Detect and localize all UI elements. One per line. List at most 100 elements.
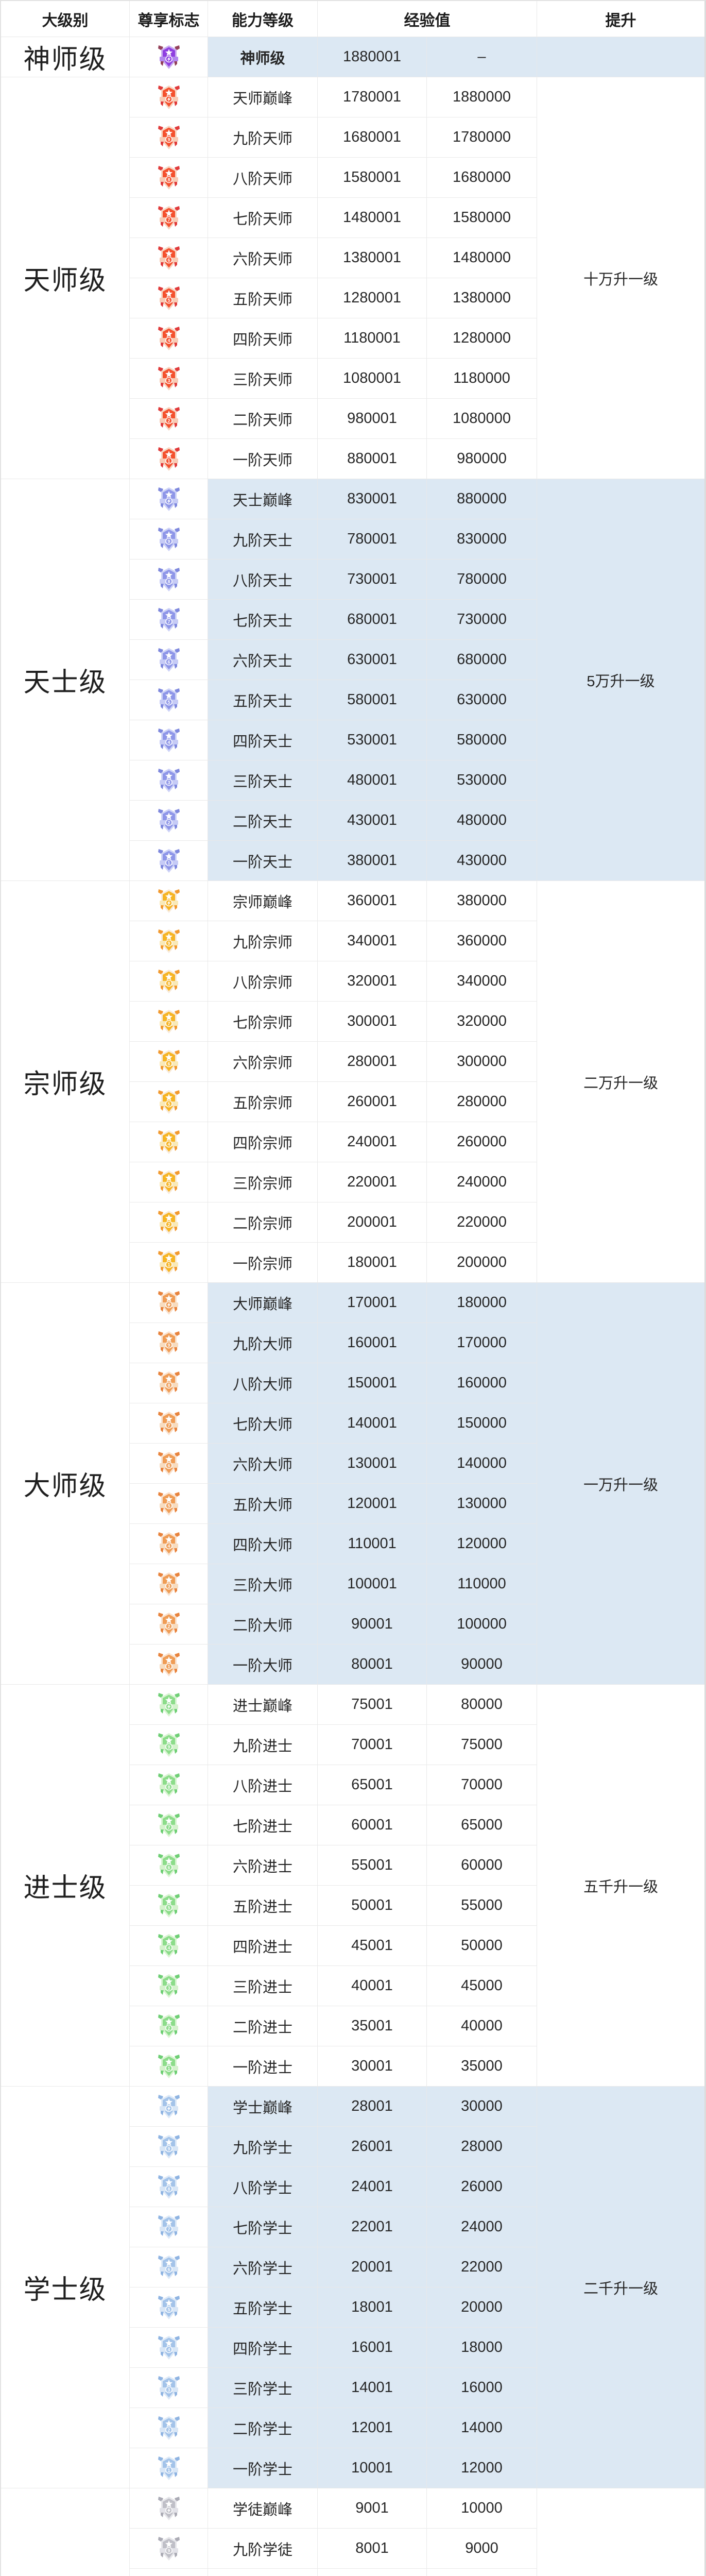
exp-min-cell: 730001 (318, 560, 427, 600)
rank-name: 一阶天师 (232, 452, 292, 469)
badge-ribbon-tail-left (160, 1628, 164, 1633)
badge-ribbon-tail-right (174, 703, 177, 709)
badge-emblem (165, 658, 173, 665)
rank-row: 6 六阶天士 630001 680000 (130, 640, 537, 680)
rank-row: 4 四阶宗师 240001 260000 (130, 1122, 537, 1162)
badge-ribbon-tail-right (174, 422, 177, 428)
badge-digit-glyph: 3 (167, 378, 170, 383)
exp-min: 75001 (351, 1696, 393, 1713)
badge-ribbon-tail-left (160, 1989, 164, 1995)
exp-max-cell: 200000 (427, 1243, 537, 1283)
badge-bolt-glyph (167, 900, 170, 906)
exp-min: 380001 (347, 852, 397, 869)
badge-emblem (165, 618, 173, 625)
badge-digit-glyph: 4 (167, 1544, 170, 1549)
rank-name: 二阶进士 (232, 2019, 292, 2036)
exp-max: 130000 (457, 1495, 507, 1512)
badge-ribbon-tail-left (160, 1467, 164, 1472)
level-name: 学士级 (23, 2276, 107, 2305)
badge-cell: 4 (130, 2328, 208, 2368)
badge-ribbon-tail-right (174, 583, 177, 588)
rank-row: 1 一阶大师 80001 90000 (130, 1645, 537, 1685)
exp-max: 1180000 (453, 370, 510, 386)
badge-star (165, 933, 173, 940)
promotion-label: 二万升一级 (583, 1075, 658, 1092)
badge-star (165, 1093, 173, 1101)
exp-min-cell: 60001 (318, 1805, 427, 1845)
badge-ribbon-tail-right (174, 1748, 177, 1754)
badge-ribbon-tail-left (160, 2070, 164, 2075)
rank-name-cell: 一阶天师 (208, 439, 318, 479)
rank-row: 8 八阶宗师 320001 340000 (130, 961, 537, 1002)
exp-min: 50001 (351, 1897, 393, 1913)
badge-star (165, 571, 173, 579)
rank-name: 五阶天师 (232, 291, 292, 308)
rank-row: 6 六阶宗师 280001 300000 (130, 1042, 537, 1082)
exp-min: 65001 (351, 1776, 393, 1793)
exp-max: 1280000 (453, 330, 511, 346)
exp-max-cell: 220000 (427, 1202, 537, 1243)
exp-max-cell: 30000 (427, 2087, 537, 2127)
badge-emblem (165, 1100, 173, 1107)
exp-max-cell: 980000 (427, 439, 537, 479)
badge-digit-glyph: 5 (167, 298, 170, 303)
exp-min-cell: 780001 (318, 519, 427, 560)
exp-max: 1080000 (453, 410, 511, 427)
badge-ribbon-tail-right (174, 1145, 177, 1151)
badge-cell: 2 (130, 2006, 208, 2046)
exp-min-cell: 120001 (318, 1484, 427, 1524)
rank-row: 5 五阶天士 580001 630000 (130, 680, 537, 720)
exp-min-cell: 1480001 (318, 198, 427, 238)
exp-max-cell: 160000 (427, 1363, 537, 1403)
rank-row: 7 七阶大师 140001 150000 (130, 1403, 537, 1444)
rank-badge-icon: 2 (158, 406, 180, 431)
rank-name-cell: 学士巅峰 (208, 2087, 318, 2127)
badge-digit-glyph: 4 (167, 338, 170, 343)
rank-row: 9 九阶学徒 8001 9000 (130, 2529, 537, 2569)
exp-max: 160000 (457, 1375, 507, 1391)
rank-name-cell: 四阶宗师 (208, 1122, 318, 1162)
badge-star (165, 531, 173, 538)
badge-digit-glyph: 3 (167, 1986, 170, 1991)
rank-badge-icon (158, 2496, 180, 2520)
badge-star (165, 48, 173, 56)
rank-row: 2 二阶天士 430001 480000 (130, 801, 537, 841)
exp-min: 1080001 (343, 370, 401, 386)
exp-max: 300000 (457, 1053, 507, 1070)
badge-star (165, 651, 173, 659)
rank-name-cell: 八阶宗师 (208, 961, 318, 1002)
rank-badge-icon: 9 (158, 1733, 180, 1757)
exp-min-cell: 530001 (318, 720, 427, 760)
badge-star (165, 1937, 173, 1945)
exp-min-cell: 7001 (318, 2569, 427, 2576)
badge-ribbon-tail-right (174, 1909, 177, 1914)
badge-digit-glyph: 9 (167, 1744, 170, 1750)
badge-cell: 7 (130, 2207, 208, 2247)
rank-row: 3 三阶天士 480001 530000 (130, 760, 537, 801)
badge-ribbon-tail-left (160, 1547, 164, 1553)
exp-min: 320001 (347, 973, 397, 989)
exp-min-cell: 18001 (318, 2287, 427, 2328)
exp-max-cell: 35000 (427, 2046, 537, 2087)
exp-min-cell: 130001 (318, 1444, 427, 1484)
badge-cell: 6 (130, 238, 208, 278)
badge-star (165, 892, 173, 900)
badge-ribbon-tail-right (174, 2552, 177, 2557)
badge-star (165, 1977, 173, 1985)
badge-cell: 4 (130, 318, 208, 359)
exp-min: 140001 (347, 1415, 397, 1431)
rank-row: 7 七阶天士 680001 730000 (130, 600, 537, 640)
badge-ribbon-tail-left (160, 2351, 164, 2357)
badge-ribbon-tail-right (174, 1025, 177, 1030)
rank-row: 天师巅峰 1780001 1880000 (130, 77, 537, 117)
badge-emblem (165, 698, 173, 705)
badge-ribbon-tail-right (174, 502, 177, 508)
badge-ribbon-tail-left (160, 703, 164, 709)
rank-badge-icon: 7 (158, 1411, 180, 1435)
rank-name-cell: 宗师巅峰 (208, 881, 318, 921)
rank-name: 三阶天士 (232, 773, 292, 790)
rank-name-cell: 八阶大师 (208, 1363, 318, 1403)
exp-max: 18000 (461, 2339, 503, 2355)
badge-ribbon-tail-left (160, 2190, 164, 2196)
badge-emblem (165, 1261, 173, 1268)
